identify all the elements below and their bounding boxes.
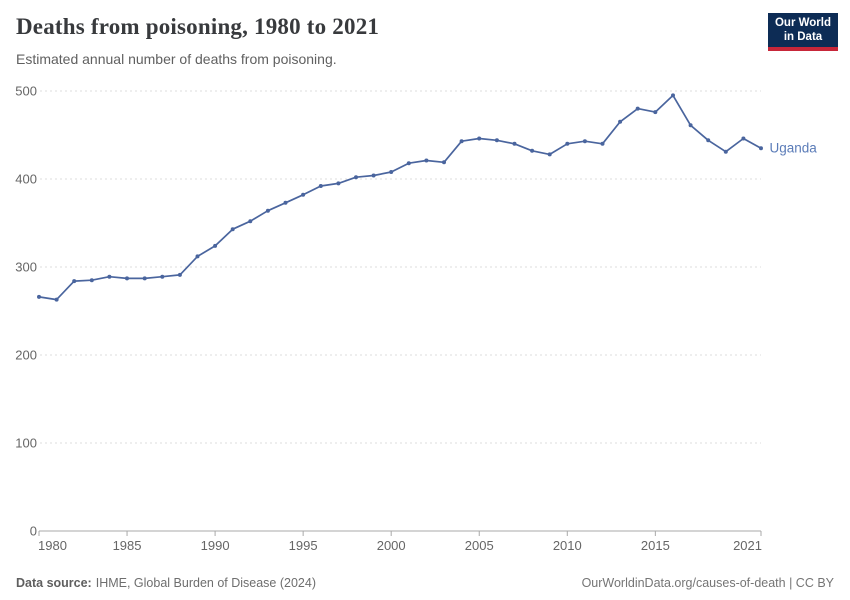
data-point-2021[interactable] [759, 146, 763, 151]
data-point-1991[interactable] [230, 227, 235, 232]
data-point-1986[interactable] [142, 276, 147, 281]
y-tick-label-400: 400 [15, 172, 37, 187]
y-tick-label-300: 300 [15, 260, 37, 275]
data-point-2001[interactable] [406, 161, 411, 166]
data-point-1999[interactable] [371, 173, 376, 178]
y-tick-label-0: 0 [30, 524, 37, 539]
data-source: Data source: IHME, Global Burden of Disea… [16, 576, 316, 590]
data-point-2007[interactable] [512, 141, 517, 146]
data-point-1994[interactable] [283, 200, 288, 205]
data-point-2017[interactable] [688, 123, 693, 128]
y-tick-label-200: 200 [15, 348, 37, 363]
data-point-2020[interactable] [741, 136, 746, 141]
x-tick-label-2010: 2010 [553, 538, 582, 553]
data-point-1987[interactable] [160, 274, 165, 279]
data-point-1980[interactable] [37, 294, 41, 299]
entity-label-uganda[interactable]: Uganda [770, 141, 818, 156]
data-point-1998[interactable] [354, 175, 358, 180]
y-tick-label-100: 100 [15, 436, 37, 451]
data-point-1988[interactable] [177, 272, 182, 277]
data-point-1990[interactable] [213, 243, 218, 248]
data-point-1996[interactable] [318, 184, 323, 188]
data-point-1995[interactable] [301, 192, 306, 197]
x-tick-label-2021: 2021 [733, 538, 762, 553]
owid-logo[interactable]: Our World in Data [768, 13, 838, 51]
x-tick-label-1980: 1980 [38, 538, 67, 553]
data-source-label: Data source: [16, 576, 92, 590]
data-point-2013[interactable] [618, 119, 623, 124]
page-title: Deaths from poisoning, 1980 to 2021 [16, 14, 380, 39]
data-point-2010[interactable] [565, 141, 570, 146]
chart-footer: Data source: IHME, Global Burden of Disea… [16, 576, 834, 590]
data-point-1984[interactable] [107, 274, 112, 279]
x-tick-label-2005: 2005 [465, 538, 494, 553]
data-point-2018[interactable] [706, 138, 711, 143]
data-point-2011[interactable] [582, 139, 587, 144]
citation[interactable]: OurWorldinData.org/causes-of-death | CC … [581, 576, 834, 590]
x-tick-label-1990: 1990 [201, 538, 230, 553]
data-point-1992[interactable] [248, 219, 253, 224]
data-point-2014[interactable] [635, 106, 640, 111]
data-point-2008[interactable] [530, 148, 535, 153]
data-point-2015[interactable] [653, 110, 658, 115]
data-point-2019[interactable] [723, 149, 728, 154]
data-point-2000[interactable] [389, 170, 394, 174]
data-point-2003[interactable] [442, 160, 446, 165]
y-tick-label-500: 500 [15, 84, 37, 99]
data-point-2005[interactable] [477, 136, 482, 141]
data-point-1983[interactable] [89, 278, 94, 283]
x-tick-label-1985: 1985 [113, 538, 142, 553]
data-point-1997[interactable] [336, 181, 341, 186]
data-point-2009[interactable] [547, 152, 552, 157]
x-tick-label-2000: 2000 [377, 538, 406, 553]
data-point-1982[interactable] [72, 279, 77, 284]
data-point-1989[interactable] [195, 254, 200, 259]
data-point-2012[interactable] [600, 141, 605, 146]
owid-logo-line2: in Data [783, 30, 823, 43]
owid-logo-line1: Our World [774, 17, 831, 29]
data-point-1981[interactable] [54, 297, 59, 302]
data-point-1993[interactable] [265, 208, 270, 213]
data-point-1985[interactable] [125, 276, 129, 281]
data-source-text: IHME, Global Burden of Disease (2024) [95, 576, 316, 590]
data-point-2006[interactable] [494, 138, 499, 143]
data-point-2016[interactable] [671, 93, 675, 98]
data-point-2004[interactable] [459, 139, 464, 144]
series-line-uganda[interactable] [38, 94, 762, 301]
page-subtitle: Estimated annual number of deaths from p… [16, 51, 337, 67]
x-tick-label-2015: 2015 [641, 538, 670, 553]
x-tick-label-1995: 1995 [289, 538, 318, 553]
data-point-2002[interactable] [424, 158, 429, 163]
